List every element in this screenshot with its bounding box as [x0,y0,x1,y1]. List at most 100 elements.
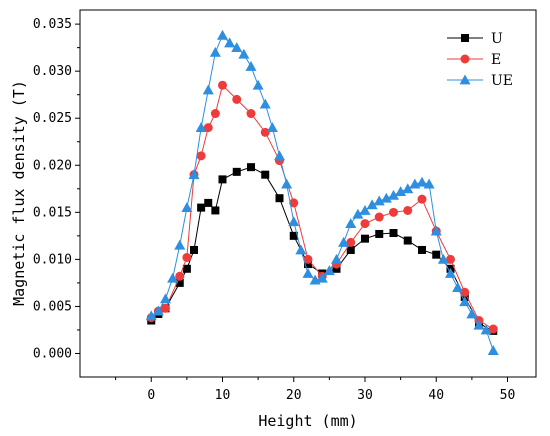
data-point-ue [181,202,193,213]
legend-marker-e [460,54,470,64]
x-tick-label: 20 [286,388,302,403]
y-tick-label: 0.005 [33,299,72,314]
series-line-ue [150,34,494,351]
data-point-ue [480,324,492,335]
data-point-ue [437,253,449,264]
data-point-u [247,163,255,172]
data-point-e [403,205,413,215]
data-point-ue [252,79,264,90]
data-point-ue [402,183,414,194]
data-point-ue [452,282,464,293]
data-point-e [460,287,470,297]
data-point-e [389,207,398,217]
data-point-ue [395,186,407,197]
data-point-e [260,127,270,137]
data-point-ue [288,216,300,227]
data-point-u [346,245,355,254]
y-tick-label: 0.030 [33,64,72,79]
y-tick-label: 0.015 [33,205,72,220]
legend-marker-ue [459,74,471,85]
data-point-u [361,234,369,243]
data-point-ue [338,236,350,247]
data-point-u [190,245,198,254]
data-point-e [175,271,185,281]
legend-item-e: E [447,52,501,68]
data-point-ue [388,189,399,200]
x-tick-label: 40 [428,388,444,403]
data-point-e [303,254,313,264]
data-point-ue [259,98,271,109]
data-point-ue [274,150,285,161]
data-point-u [289,231,298,240]
data-point-e [232,94,242,104]
y-axis: 0.000 0.005 0.010 0.015 0.020 0.025 0.030 0.035 [33,17,80,361]
data-point-ue [445,267,456,278]
data-point-u [232,167,241,176]
data-point-e [161,303,170,313]
data-point-e [346,237,356,247]
data-point-u [175,278,184,287]
data-point-e [218,80,227,90]
data-point-ue [359,204,371,215]
data-point-ue [266,122,278,133]
plot-frame [79,9,537,378]
x-axis-title: Height (mm) [258,412,357,430]
x-tick-label: 50 [500,388,516,403]
data-point-e [488,324,498,334]
y-axis-title: Magnetic flux density (T) [10,80,28,306]
y-tick-label: 0.020 [33,158,72,173]
data-point-ue [174,239,186,250]
data-point-ue [373,195,385,206]
data-point-e [289,198,299,208]
data-point-ue [231,42,243,53]
data-point-ue [416,176,428,187]
x-tick-label: 0 [147,388,155,403]
data-point-u [389,229,398,238]
data-point-ue [380,192,392,203]
data-point-e [417,194,427,204]
data-point-ue [345,218,357,229]
series-e [146,80,498,334]
data-point-ue [487,345,499,356]
legend: UE UE [447,31,513,89]
series-line-u [150,166,494,332]
x-tick-label: 10 [215,388,231,403]
legend-label-e: E [491,52,501,68]
data-point-ue [352,208,364,219]
data-point-u [211,206,220,215]
data-point-u [261,170,270,179]
data-point-u [275,194,284,203]
y-tick-label: 0.035 [33,17,72,32]
data-point-ue [152,305,164,316]
data-point-ue [302,267,314,278]
data-point-ue [224,37,236,48]
y-tick-label: 0.000 [33,346,72,361]
data-point-u [218,175,227,184]
data-point-u [332,264,341,273]
data-point-u [204,198,213,207]
data-point-ue [281,178,293,189]
data-point-ue [295,244,307,255]
data-point-e [182,252,192,262]
legend-item-u: U [447,31,503,47]
data-point-ue [160,293,171,304]
data-point-e [360,219,370,229]
data-point-e [374,212,384,222]
data-point-ue [423,178,435,189]
y-tick-label: 0.025 [33,111,72,126]
data-point-u [197,203,206,212]
data-point-ue [217,29,228,40]
data-point-ue [188,169,200,180]
data-point-ue [323,265,335,276]
data-point-ue [245,60,257,71]
series-ue [145,29,499,356]
legend-label-u: U [491,31,503,47]
data-point-ue [145,310,157,321]
y-tick-label: 0.010 [33,252,72,267]
data-point-ue [366,199,378,210]
data-point-ue [316,272,328,283]
legend-item-ue: UE [447,73,513,89]
data-point-ue [466,308,478,319]
data-point-e [246,109,256,119]
